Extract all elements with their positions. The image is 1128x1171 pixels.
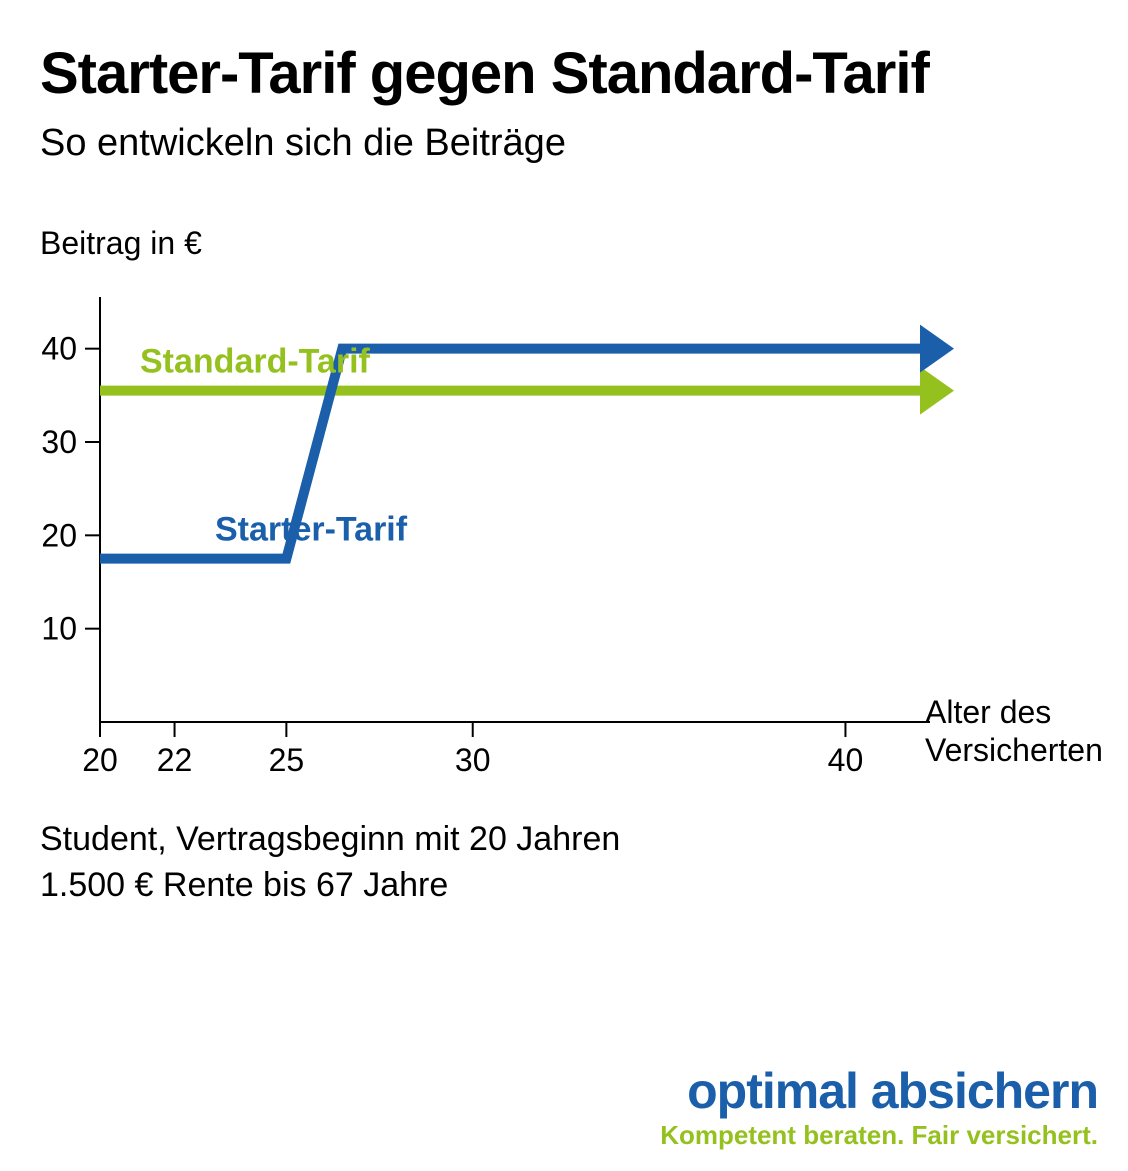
page-root: Starter-Tarif gegen Standard-Tarif So en… <box>0 0 1128 1171</box>
svg-text:40: 40 <box>41 331 77 367</box>
tariff-chart: 10 20 30 40 20 22 25 30 40 Standard-Tarif Starter-… <box>40 282 1060 782</box>
chart-container: 10 20 30 40 20 22 25 30 40 Standard-Tarif Starter-… <box>40 282 1060 782</box>
svg-text:Starter-Tarif: Starter-Tarif <box>215 511 408 549</box>
svg-text:30: 30 <box>455 742 491 778</box>
svg-text:30: 30 <box>41 424 77 460</box>
page-subtitle: So entwickeln sich die Beiträge <box>40 122 1088 165</box>
brand-slogan: Kompetent beraten. Fair versichert. <box>660 1120 1098 1151</box>
x-axis-label-line2: Versicherten <box>925 732 1103 769</box>
chart-caption: Student, Vertragsbeginn mit 20 Jahren 1.… <box>40 817 1088 909</box>
svg-text:25: 25 <box>269 742 305 778</box>
brand-name: optimal absichern <box>660 1062 1098 1120</box>
svg-text:20: 20 <box>41 517 77 553</box>
x-axis-label-line1: Alter des <box>925 694 1051 731</box>
caption-line-2: 1.500 € Rente bis 67 Jahre <box>40 863 1088 909</box>
svg-text:40: 40 <box>828 742 864 778</box>
svg-text:22: 22 <box>157 742 193 778</box>
y-axis-label: Beitrag in € <box>40 225 1088 262</box>
page-title: Starter-Tarif gegen Standard-Tarif <box>40 40 1088 107</box>
caption-line-1: Student, Vertragsbeginn mit 20 Jahren <box>40 817 1088 863</box>
svg-text:20: 20 <box>82 742 118 778</box>
svg-text:10: 10 <box>41 611 77 647</box>
svg-text:Standard-Tarif: Standard-Tarif <box>140 343 371 381</box>
brand-block: optimal absichern Kompetent beraten. Fai… <box>660 1062 1098 1151</box>
